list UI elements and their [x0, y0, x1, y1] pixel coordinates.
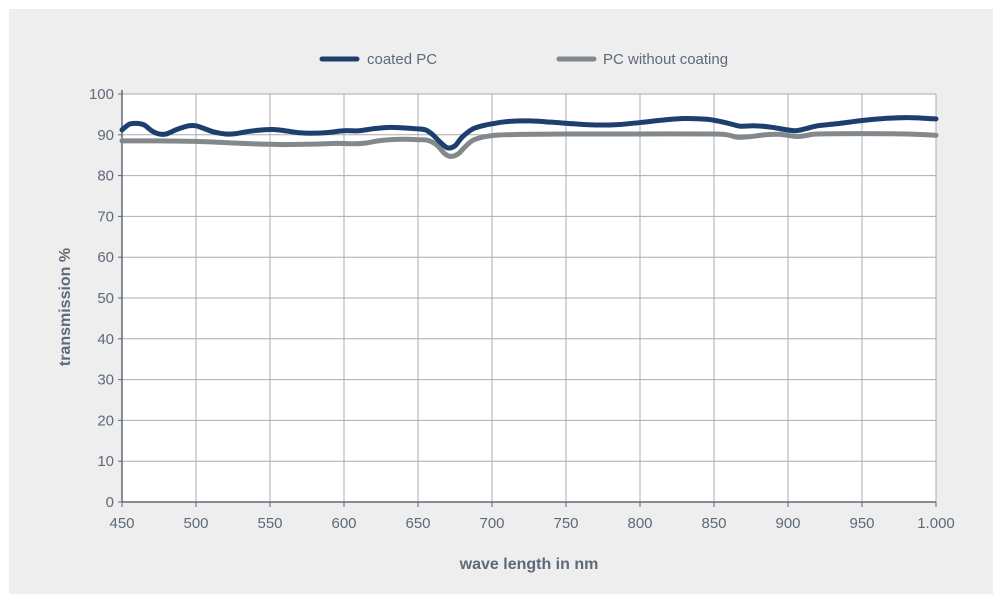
- x-tick-label: 550: [257, 515, 282, 532]
- x-tick-label: 800: [627, 515, 652, 532]
- y-tick-label: 10: [97, 453, 114, 470]
- axes-layer: [118, 90, 937, 507]
- y-axis-title: transmission %: [57, 248, 74, 366]
- x-axis-title: wave length in nm: [459, 556, 599, 573]
- y-tick-label: 30: [97, 372, 114, 389]
- x-tick-label: 700: [479, 515, 504, 532]
- legend: coated PC PC without coating: [319, 51, 728, 68]
- chart-panel: 0 10 20 30 40 50 60 70 80 90 100 450 500 550 600 650 700…: [9, 9, 993, 594]
- x-tick-label: 950: [849, 515, 874, 532]
- transmission-chart: 0 10 20 30 40 50 60 70 80 90 100 450 500 550 600 650 700…: [57, 51, 955, 573]
- y-tick-label: 60: [97, 249, 114, 266]
- tick-labels: 0 10 20 30 40 50 60 70 80 90 100 450 500 550 600 650 700…: [89, 86, 955, 532]
- x-tick-label: 1.000: [917, 515, 955, 532]
- y-tick-label: 20: [97, 412, 114, 429]
- y-tick-label: 40: [97, 331, 114, 348]
- y-tick-label: 90: [97, 127, 114, 144]
- legend-label-coated-pc: coated PC: [367, 51, 437, 68]
- y-tick-label: 50: [97, 290, 114, 307]
- x-tick-label: 750: [553, 515, 578, 532]
- series-layer: [119, 115, 939, 159]
- y-tick-label: 0: [106, 494, 114, 511]
- y-tick-label: 100: [89, 86, 114, 103]
- legend-label-pc-without-coating: PC without coating: [603, 51, 728, 68]
- series-line-coated-pc: [119, 115, 939, 151]
- x-tick-label: 500: [183, 515, 208, 532]
- y-tick-label: 70: [97, 208, 114, 225]
- x-tick-label: 850: [701, 515, 726, 532]
- y-tick-label: 80: [97, 168, 114, 185]
- x-tick-label: 600: [331, 515, 356, 532]
- x-tick-label: 450: [109, 515, 134, 532]
- grid-layer: [121, 93, 937, 503]
- series-line-pc-without-coating: [119, 131, 939, 159]
- x-tick-label: 650: [405, 515, 430, 532]
- x-tick-label: 900: [775, 515, 800, 532]
